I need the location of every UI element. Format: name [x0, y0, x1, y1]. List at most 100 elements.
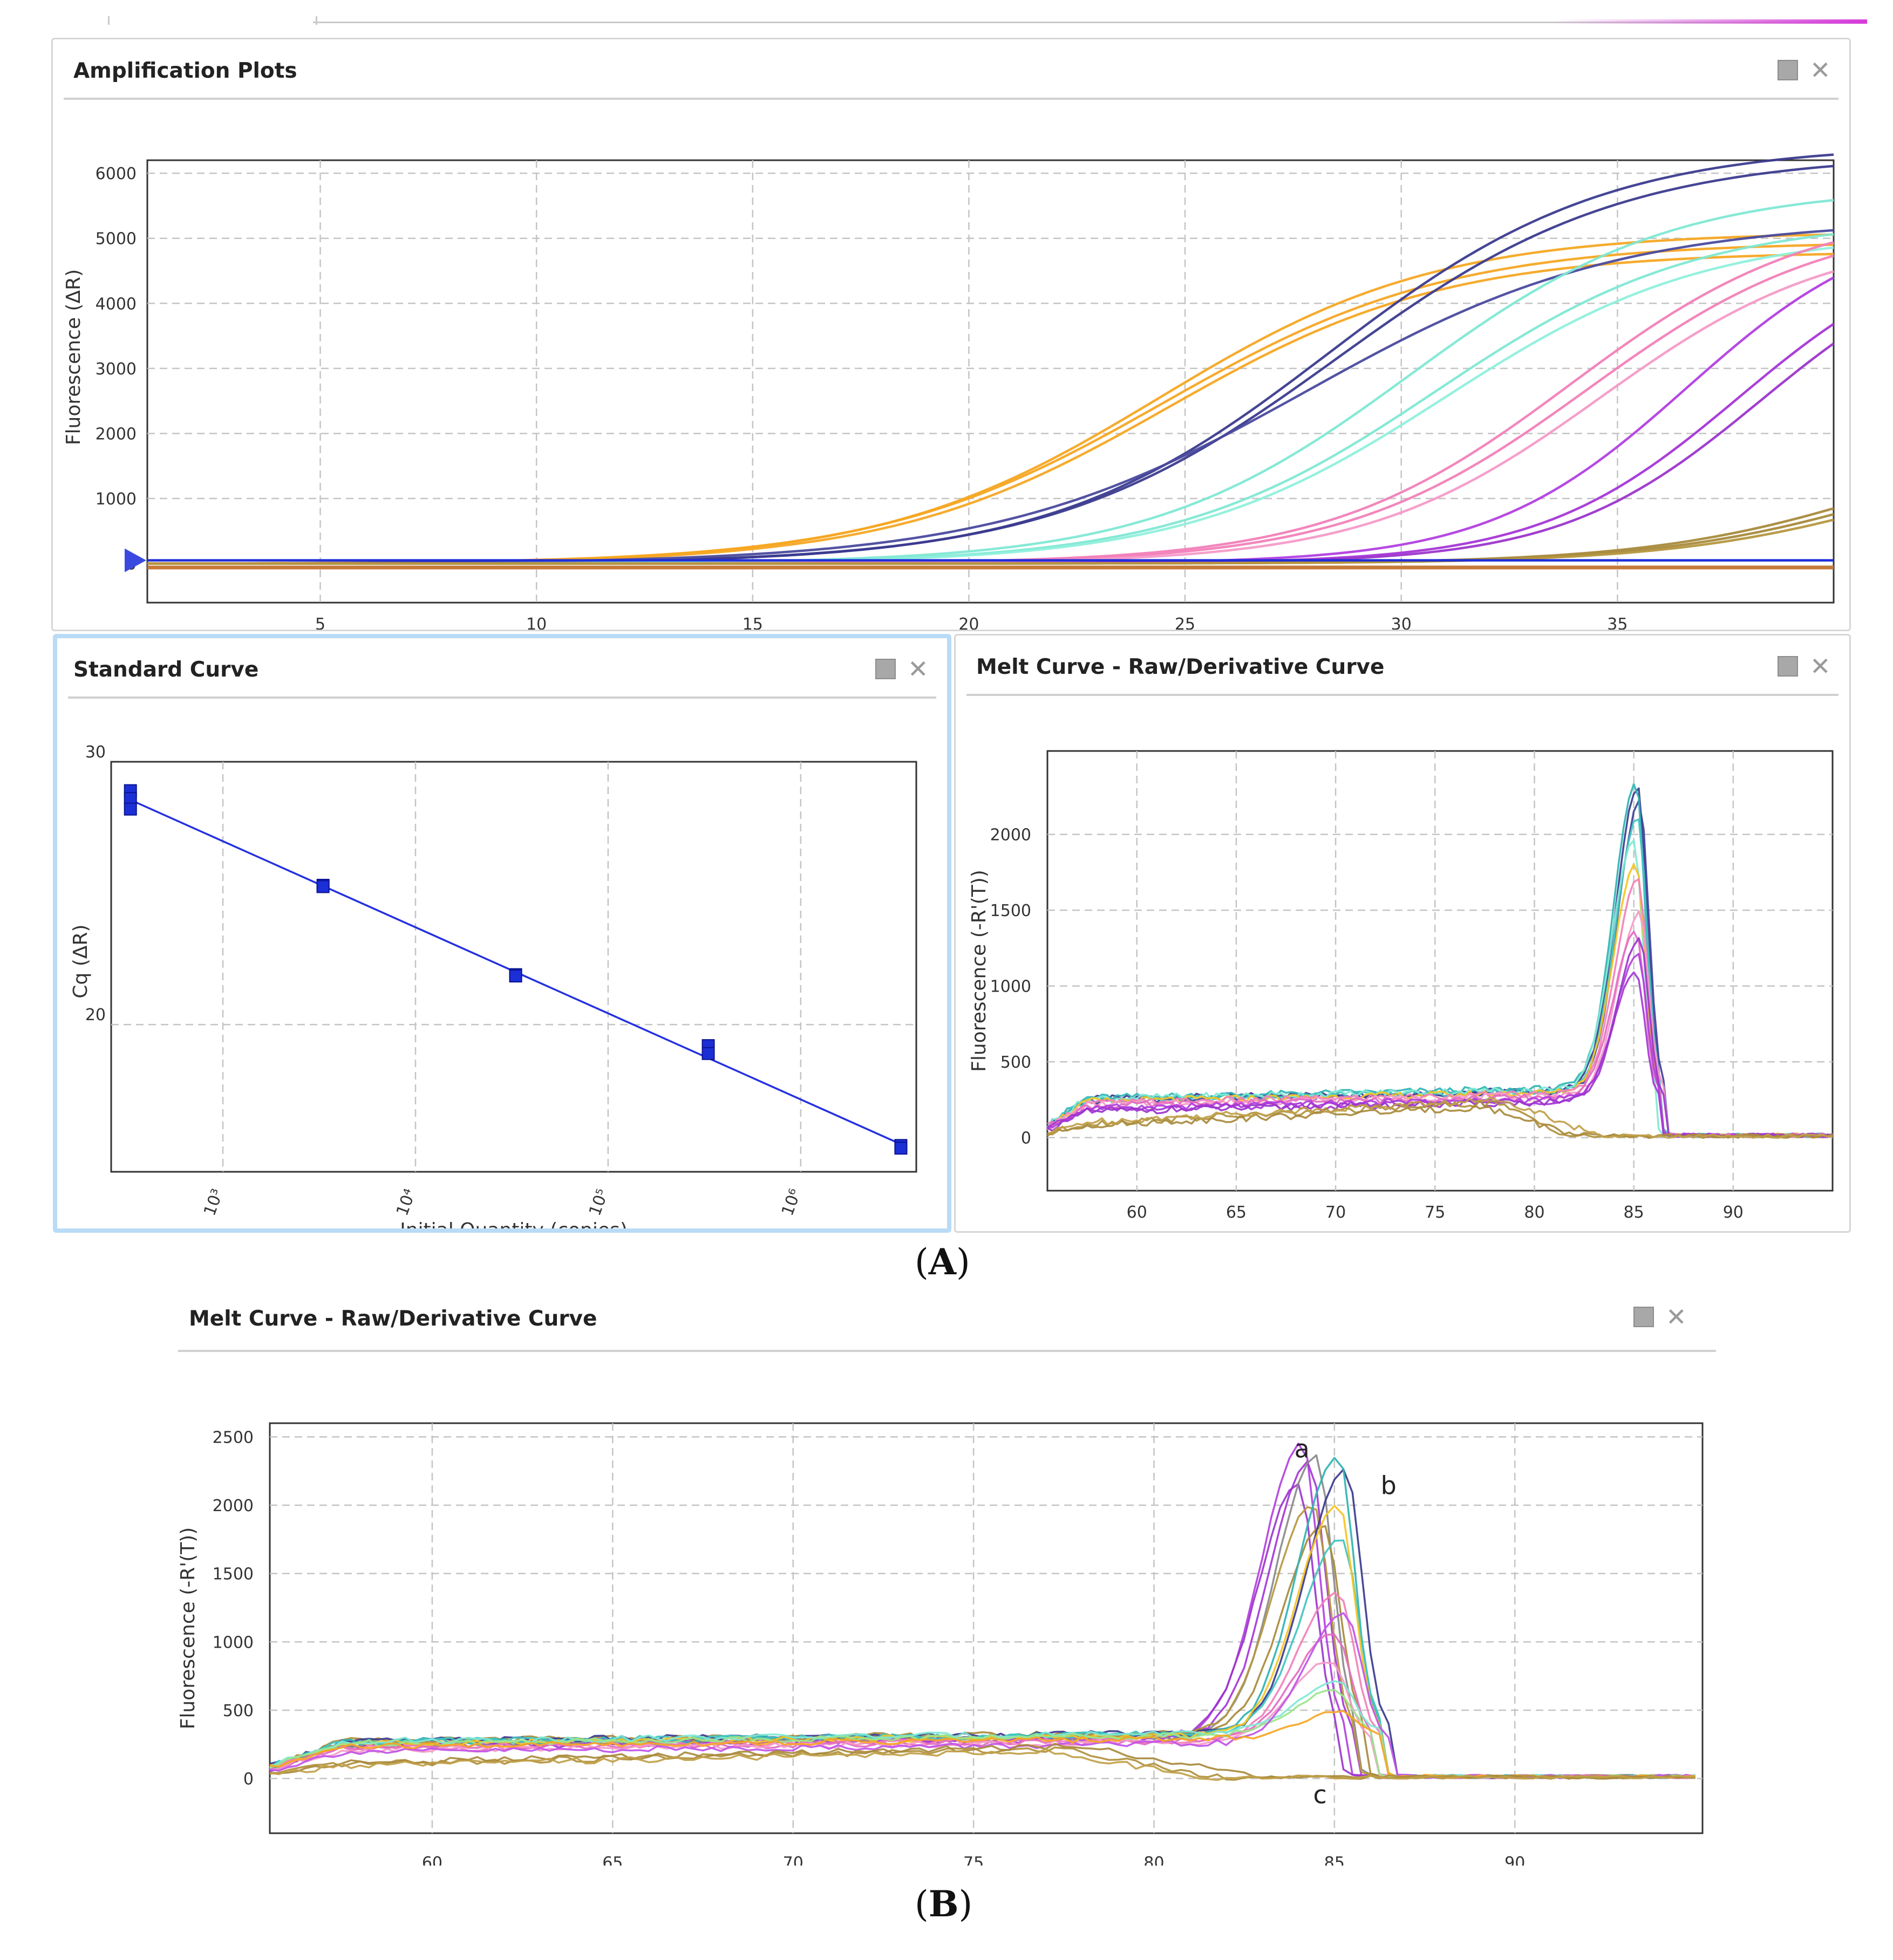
amplification-panel: Amplification Plots ✕ 510152025303501000…: [51, 38, 1851, 631]
caption-a: (A): [915, 1241, 970, 1283]
maximize-icon[interactable]: [1778, 656, 1798, 677]
close-icon[interactable]: ✕: [1666, 1302, 1687, 1331]
y-axis-title: Cq (ΔR): [70, 924, 92, 998]
x-tick-label: 70: [783, 1854, 803, 1866]
y-tick-label: 3000: [96, 360, 137, 379]
header-divider: [68, 696, 936, 699]
x-tick-label: 70: [1325, 1203, 1346, 1222]
x-tick-label: 85: [1624, 1203, 1644, 1222]
series-line: [1047, 1097, 1833, 1139]
maximize-icon[interactable]: [1633, 1307, 1654, 1327]
y-tick-label: 20: [85, 1006, 106, 1025]
x-tick-label: 85: [1324, 1854, 1345, 1866]
top-divider-mid: [316, 16, 317, 25]
standard-curve-panel[interactable]: Standard Curve ✕ 10³ 10⁴ 10⁵ 10⁶ 20 30 Initial…: [53, 634, 951, 1233]
x-tick-label: 80: [1524, 1203, 1544, 1222]
panel-title: Melt Curve - Raw/Derivative Curve: [976, 655, 1385, 679]
plot-area: [110, 761, 917, 1173]
y-tick-label: 1500: [990, 902, 1031, 920]
y-tick-label: 1000: [213, 1633, 254, 1652]
data-point: [702, 1047, 715, 1060]
x-axis-title: Initial Quantity (copies): [400, 1219, 628, 1228]
y-tick-label: 30: [85, 743, 106, 762]
app-top-strip: [0, 0, 1893, 26]
y-axis-title: Fluorescence (-R'(T)): [178, 1527, 199, 1730]
y-tick-label: 0: [1021, 1129, 1031, 1148]
y-tick-label: 500: [223, 1702, 254, 1720]
plot-area: [146, 159, 1835, 604]
series-line: [269, 1748, 1695, 1781]
y-tick-label: 0: [243, 1770, 254, 1789]
y-tick-label: 2000: [990, 826, 1031, 845]
y-axis-title: Fluorescence (ΔR): [63, 269, 85, 445]
x-tick-label: 10⁵: [585, 1186, 612, 1218]
series-line: [147, 518, 1834, 565]
x-tick-label: 60: [422, 1854, 442, 1866]
y-tick-label: 1000: [990, 978, 1031, 996]
header-divider: [64, 98, 1838, 100]
panel-title: Melt Curve - Raw/Derivative Curve: [189, 1307, 597, 1331]
data-point: [894, 1142, 908, 1155]
amplification-chart: 51015202530350100020003000400050006000Cy…: [63, 153, 1835, 630]
x-tick-label: 65: [1226, 1203, 1247, 1222]
standard-curve-chart: 10³ 10⁴ 10⁵ 10⁶ 20 30 Initial Quantity (copies…: [70, 743, 917, 1228]
annotation-label: a: [1295, 1434, 1310, 1463]
annotation-label: b: [1381, 1471, 1397, 1500]
melt-curve-chart-a: 60 65 70 75 80 85 90 0 500 1000 1500 2000 Temperatur…: [968, 750, 1834, 1228]
melt-curve-chart-b: 6065707580859005001000150020002500Temper…: [178, 1422, 1704, 1866]
x-tick-label: 15: [743, 615, 763, 630]
y-tick-label: 1000: [96, 490, 137, 509]
x-tick-label: 75: [1425, 1203, 1445, 1222]
y-tick-label: 4000: [96, 295, 137, 313]
x-tick-label: 5: [315, 615, 325, 630]
y-axis-title: Fluorescence (-R'(T)): [968, 870, 990, 1072]
maximize-icon[interactable]: [875, 659, 896, 679]
x-tick-label: 35: [1607, 615, 1628, 630]
x-axis-title: Temperature (°C): [1356, 1227, 1524, 1228]
data-point: [124, 802, 137, 816]
y-tick-label: 2000: [96, 425, 137, 443]
top-divider-left: [108, 16, 110, 25]
threshold-marker-icon: [125, 548, 146, 572]
standard-curve-header: Standard Curve ✕: [57, 638, 947, 699]
header-divider: [966, 694, 1838, 696]
x-tick-label: 80: [1143, 1854, 1164, 1866]
amplification-header: Amplification Plots ✕: [53, 39, 1849, 100]
header-divider: [178, 1350, 1716, 1352]
panel-title: Amplification Plots: [73, 59, 297, 83]
x-tick-label: 90: [1723, 1203, 1744, 1222]
maximize-icon[interactable]: [1778, 60, 1798, 80]
data-point: [316, 880, 330, 893]
y-tick-label: 500: [1000, 1053, 1031, 1072]
caption-b: (B): [915, 1883, 973, 1925]
x-tick-label: 10³: [200, 1186, 227, 1218]
x-tick-label: 25: [1175, 615, 1195, 630]
series-line: [1046, 1104, 1833, 1139]
y-tick-label: 2000: [213, 1497, 254, 1515]
close-icon[interactable]: ✕: [908, 654, 929, 684]
top-rule: [313, 22, 1867, 23]
x-tick-label: 65: [602, 1854, 623, 1866]
x-tick-label: 75: [963, 1854, 984, 1866]
panel-title: Standard Curve: [73, 658, 259, 682]
x-tick-label: 30: [1391, 615, 1412, 630]
y-tick-label: 6000: [96, 165, 137, 183]
y-tick-label: 1500: [213, 1565, 254, 1584]
y-tick-label: 2500: [213, 1428, 254, 1447]
plot-area: [1046, 750, 1834, 1192]
x-tick-label: 20: [958, 615, 979, 630]
x-tick-label: 10: [526, 615, 547, 630]
melt-curve-panel-a: Melt Curve - Raw/Derivative Curve ✕ 60 65…: [954, 634, 1851, 1233]
melt-curve-header-a: Melt Curve - Raw/Derivative Curve ✕: [956, 636, 1849, 696]
y-tick-label: 5000: [96, 230, 137, 249]
x-tick-label: 60: [1127, 1203, 1147, 1222]
close-icon[interactable]: ✕: [1810, 652, 1831, 681]
annotation-label: c: [1313, 1780, 1326, 1809]
x-tick-label: 10⁶: [778, 1186, 805, 1218]
close-icon[interactable]: ✕: [1810, 56, 1831, 85]
plot-area: [269, 1422, 1704, 1834]
x-tick-label: 10⁴: [393, 1186, 420, 1218]
x-tick-label: 90: [1504, 1854, 1525, 1866]
top-accent-bar: [1554, 19, 1867, 24]
melt-curve-panel-b: Melt Curve - Raw/Derivative Curve ✕ 60 65…: [178, 1284, 1716, 1867]
